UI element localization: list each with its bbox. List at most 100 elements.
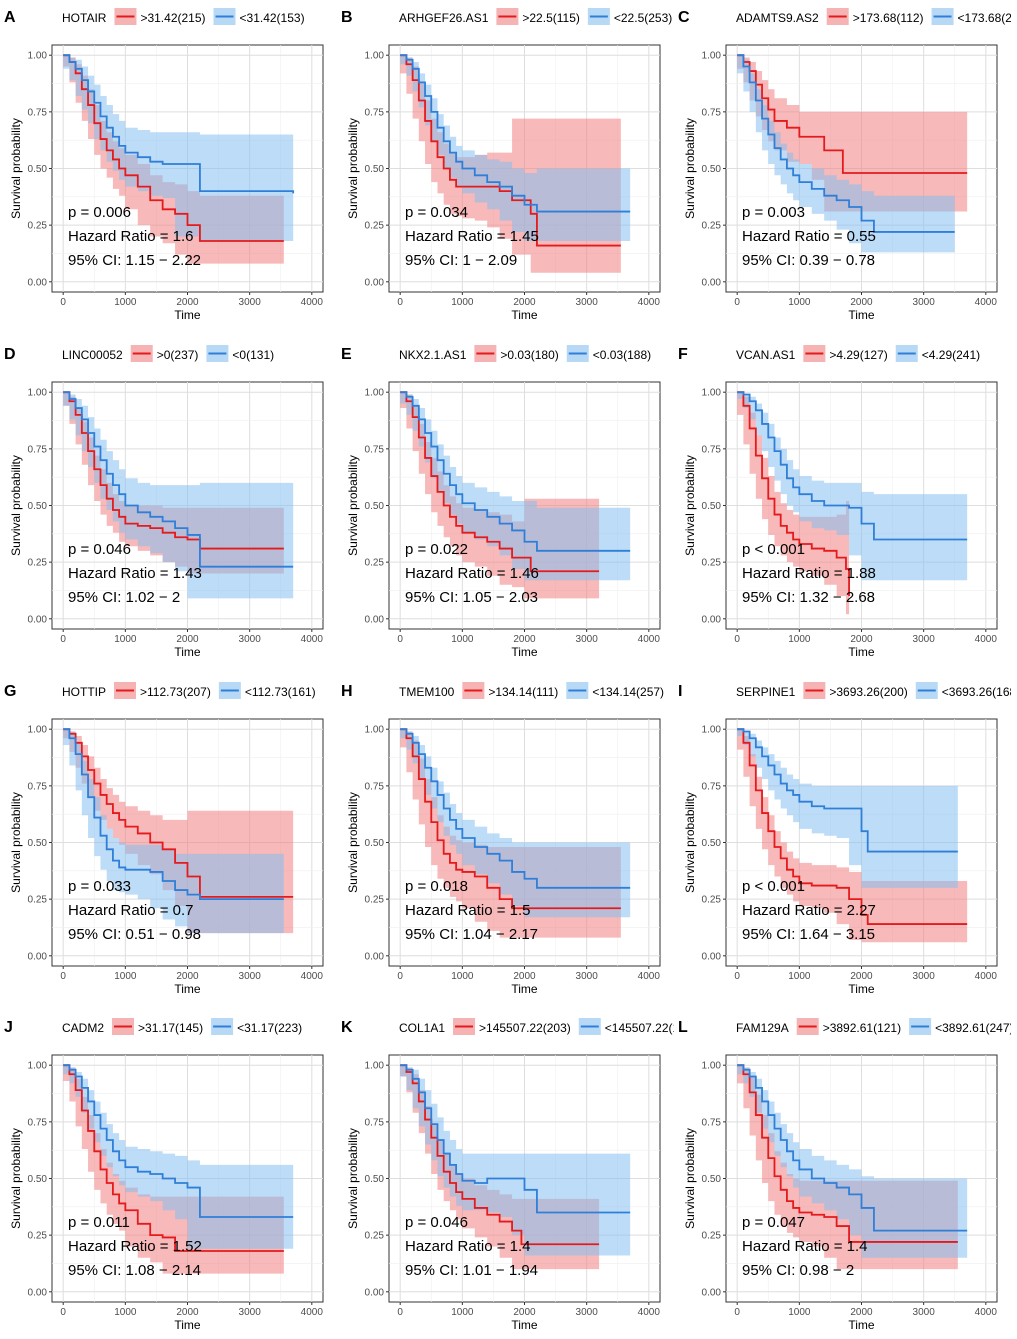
survival-curve-low — [400, 391, 631, 552]
y-tick-label: 0.00 — [28, 277, 48, 288]
hazard-ratio-text: Hazard Ratio = 1.43 — [68, 565, 202, 582]
y-tick-label: 1.00 — [365, 725, 385, 736]
x-axis-title: Time — [848, 645, 875, 659]
panel-letter: E — [341, 346, 352, 363]
y-axis-title: Survival probability — [9, 1128, 23, 1229]
legend: TMEM100 >134.14(111) <134.14(257) — [399, 682, 664, 699]
km-panel-d: D LINC00052 >0(237) <0(131) 0 1000 2000 3000 400… — [4, 345, 324, 659]
survival-curve-high — [63, 54, 284, 242]
x-tick-label: 0 — [734, 297, 740, 308]
confidence-interval-text: 95% CI: 1.15 − 2.22 — [68, 252, 201, 269]
panel-letter: B — [341, 9, 353, 26]
x-tick-label: 4000 — [301, 634, 324, 645]
p-value-text: p = 0.003 — [742, 204, 805, 221]
x-tick-label: 2000 — [850, 634, 873, 645]
legend-low-label: <22.5(253) — [614, 11, 672, 25]
x-tick-label: 1000 — [788, 634, 811, 645]
survival-curve-high — [63, 391, 284, 550]
y-tick-label: 0.00 — [702, 277, 722, 288]
x-tick-label: 4000 — [638, 634, 661, 645]
km-panel-h: H TMEM100 >134.14(111) <134.14(257) 0 1000 200… — [341, 682, 664, 996]
confidence-interval-text: 95% CI: 1.05 − 2.03 — [405, 589, 538, 606]
y-tick-label: 1.00 — [702, 1061, 722, 1072]
y-axis-title: Survival probability — [683, 792, 697, 893]
panel-letter: D — [4, 346, 16, 363]
x-tick-label: 2000 — [513, 297, 536, 308]
y-tick-label: 0.25 — [365, 221, 385, 232]
p-value-text: p = 0.011 — [68, 1214, 130, 1231]
x-axis-title: Time — [848, 982, 875, 996]
y-tick-label: 0.25 — [28, 895, 48, 906]
legend-low-label: <112.73(161) — [245, 685, 316, 699]
y-tick-label: 0.75 — [365, 107, 385, 118]
ci-band-low — [737, 55, 955, 253]
y-axis-title: Survival probability — [346, 792, 360, 893]
p-value-text: p = 0.046 — [68, 541, 131, 558]
legend: ADAMTS9.AS2 >173.68(112) <173.68(256) — [736, 8, 1011, 25]
km-panel-g: G HOTTIP >112.73(207) <112.73(161) 0 1000 2000… — [4, 682, 324, 996]
ci-band-high — [737, 392, 850, 615]
x-tick-label: 3000 — [913, 1307, 936, 1318]
ci-band-low — [63, 392, 294, 599]
y-tick-label: 0.75 — [28, 444, 48, 455]
survival-curve-low — [737, 728, 958, 853]
x-tick-label: 0 — [60, 1307, 66, 1318]
legend-gene-label: NKX2.1.AS1 — [399, 348, 467, 362]
hazard-ratio-text: Hazard Ratio = 1.46 — [405, 565, 539, 582]
x-tick-label: 2000 — [850, 1307, 873, 1318]
legend-low-label: <4.29(241) — [922, 348, 980, 362]
y-tick-label: 0.25 — [365, 895, 385, 906]
p-value-text: p = 0.047 — [742, 1214, 805, 1231]
x-tick-label: 2000 — [176, 297, 199, 308]
survival-curve-low — [737, 54, 955, 233]
y-tick-label: 1.00 — [365, 1061, 385, 1072]
y-tick-label: 0.25 — [365, 1231, 385, 1242]
x-tick-label: 2000 — [850, 971, 873, 982]
x-tick-label: 0 — [60, 971, 66, 982]
x-tick-label: 0 — [734, 634, 740, 645]
x-tick-label: 0 — [397, 297, 403, 308]
y-tick-label: 0.00 — [365, 277, 385, 288]
legend-gene-label: SERPINE1 — [736, 685, 796, 699]
survival-curve-low — [400, 1064, 631, 1214]
x-tick-label: 4000 — [975, 1307, 998, 1318]
x-tick-label: 0 — [397, 634, 403, 645]
y-tick-label: 0.00 — [28, 1287, 48, 1298]
y-tick-label: 0.25 — [702, 221, 722, 232]
y-tick-label: 0.50 — [702, 838, 722, 849]
confidence-interval-text: 95% CI: 1.08 − 2.14 — [68, 1262, 201, 1279]
hazard-ratio-text: Hazard Ratio = 1.5 — [405, 902, 531, 919]
legend-high-label: >4.29(127) — [829, 348, 887, 362]
y-tick-label: 0.25 — [702, 558, 722, 569]
x-tick-label: 1000 — [114, 297, 137, 308]
confidence-interval-text: 95% CI: 1.01 − 1.94 — [405, 1262, 538, 1279]
survival-curve-high — [400, 391, 600, 573]
y-tick-label: 0.25 — [28, 558, 48, 569]
y-tick-label: 0.50 — [702, 501, 722, 512]
legend: FAM129A >3892.61(121) <3892.61(247) — [736, 1018, 1011, 1035]
confidence-interval-text: 95% CI: 1.02 − 2 — [68, 589, 180, 606]
legend-high-label: >3693.26(200) — [829, 685, 907, 699]
x-tick-label: 2000 — [850, 297, 873, 308]
legend-low-label: <31.42(153) — [240, 11, 305, 25]
y-axis-title: Survival probability — [9, 455, 23, 556]
y-tick-label: 0.75 — [28, 781, 48, 792]
x-tick-label: 0 — [397, 971, 403, 982]
km-panel-k: K COL1A1 >145507.22(203) <145507.22(165 0 100… — [341, 1018, 674, 1332]
confidence-interval-text: 95% CI: 1.04 − 2.17 — [405, 926, 538, 943]
y-tick-label: 1.00 — [28, 388, 48, 399]
x-tick-label: 0 — [734, 971, 740, 982]
legend: ARHGEF26.AS1 >22.5(115) <22.5(253) — [399, 8, 672, 25]
km-panel-c: C ADAMTS9.AS2 >173.68(112) <173.68(256) 0 100… — [678, 8, 1011, 322]
hazard-ratio-text: Hazard Ratio = 1.45 — [405, 228, 539, 245]
legend-gene-label: VCAN.AS1 — [736, 348, 796, 362]
legend-gene-label: ADAMTS9.AS2 — [736, 11, 819, 25]
legend-gene-label: TMEM100 — [399, 685, 455, 699]
legend-low-label: <0(131) — [232, 348, 274, 362]
y-tick-label: 1.00 — [365, 51, 385, 62]
km-panel-f: F VCAN.AS1 >4.29(127) <4.29(241) 0 1000 2000 30… — [678, 345, 998, 659]
y-tick-label: 0.00 — [28, 614, 48, 625]
x-tick-label: 3000 — [239, 297, 262, 308]
legend: LINC00052 >0(237) <0(131) — [62, 345, 274, 362]
